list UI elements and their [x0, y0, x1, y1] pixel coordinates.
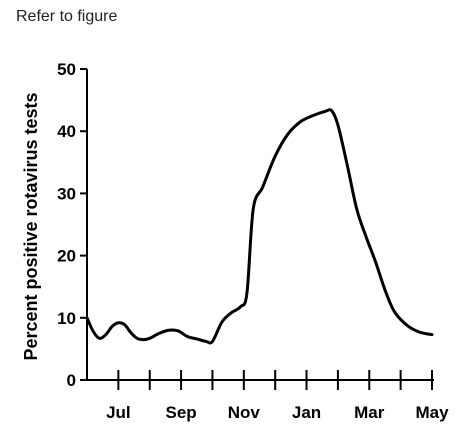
y-tick-label: 20 — [57, 247, 76, 266]
chart-axes — [86, 69, 434, 381]
y-tick-label: 10 — [57, 309, 76, 328]
y-tick-label: 0 — [67, 371, 76, 390]
x-tick-label: Jul — [106, 403, 131, 422]
x-tick-label: Nov — [228, 403, 261, 422]
x-tick-label: Sep — [165, 403, 196, 422]
figure-caption: Refer to figure — [16, 8, 118, 25]
y-tick-label: 30 — [57, 184, 76, 203]
series-line — [85, 108, 434, 345]
y-tick-label: 40 — [57, 122, 76, 141]
y-axis-ticks: 0 10 20 30 40 50 — [57, 60, 87, 390]
x-tick-label: May — [415, 403, 449, 422]
data-series — [85, 108, 434, 345]
y-axis-label: Percent positive rotavirus tests — [21, 92, 41, 360]
x-tick-label: Mar — [354, 403, 385, 422]
y-tick-label: 50 — [57, 60, 76, 79]
x-axis-ticks: Jul Sep Nov Jan Mar May — [106, 370, 449, 422]
x-tick-label: Jan — [292, 403, 321, 422]
